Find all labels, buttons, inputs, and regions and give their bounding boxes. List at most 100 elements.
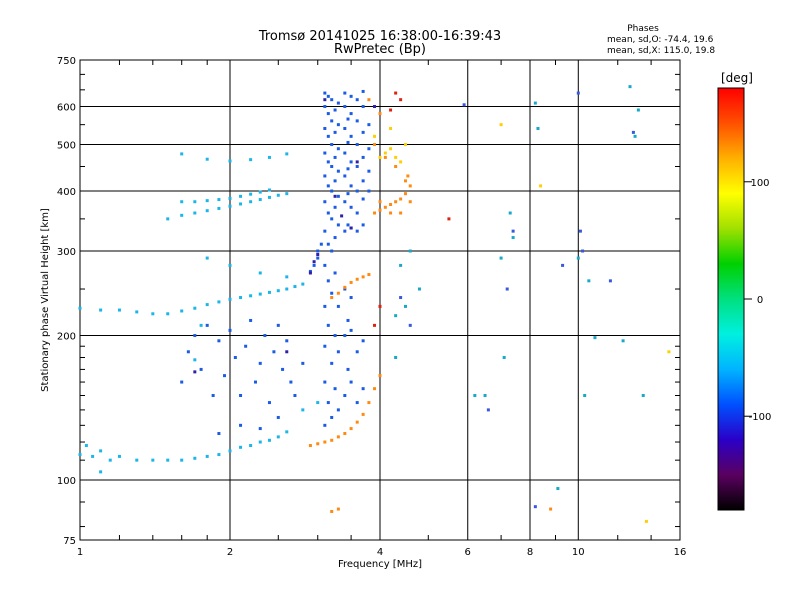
data-point (199, 367, 203, 371)
data-point (367, 123, 371, 127)
data-point (336, 101, 340, 105)
data-point (549, 507, 553, 511)
data-point (403, 143, 407, 147)
data-point (326, 112, 330, 116)
data-point (373, 387, 377, 391)
data-point (228, 328, 232, 332)
data-point (293, 394, 297, 398)
data-point (330, 291, 334, 295)
data-point (408, 249, 412, 253)
data-point (99, 470, 103, 474)
data-point (349, 380, 353, 384)
data-point (239, 394, 243, 398)
data-point (389, 211, 393, 215)
data-point (333, 194, 337, 198)
data-point (330, 296, 334, 300)
data-point (636, 108, 640, 112)
data-point (336, 147, 340, 151)
data-point (483, 394, 487, 398)
data-point (349, 184, 353, 188)
data-point (135, 310, 139, 314)
data-point (301, 361, 305, 365)
data-point (499, 256, 503, 260)
data-point (346, 318, 350, 322)
data-point (330, 438, 334, 442)
data-point (576, 91, 580, 95)
data-point (205, 256, 209, 260)
x-tick-label: 10 (572, 547, 585, 558)
data-point (378, 112, 382, 116)
data-point (378, 374, 382, 378)
data-point (267, 188, 271, 192)
x-tick-labels: 1 2 4 6 8 10 16 (77, 547, 687, 558)
data-point (239, 445, 243, 449)
data-point (285, 152, 289, 156)
data-point (326, 323, 330, 327)
data-point (355, 401, 359, 405)
data-point (333, 179, 337, 183)
y-axis-label: Stationary phase Virtual Height [km] (40, 208, 51, 392)
data-point (323, 91, 327, 95)
data-point (355, 164, 359, 168)
data-point (583, 394, 587, 398)
data-point (361, 412, 365, 416)
data-point (180, 309, 184, 313)
data-point (499, 123, 503, 127)
data-point (267, 195, 271, 199)
data-point (403, 179, 407, 183)
data-point (389, 108, 393, 112)
data-point (355, 229, 359, 233)
data-point (486, 408, 490, 412)
data-point (336, 350, 340, 354)
data-point (330, 415, 334, 419)
data-point (166, 312, 170, 316)
x-tick-label: 16 (674, 547, 687, 558)
data-point (336, 408, 340, 412)
data-point (373, 143, 377, 147)
data-point (253, 380, 257, 384)
colorbar-label: [deg] (721, 71, 753, 85)
data-point (349, 205, 353, 209)
data-point (333, 334, 337, 338)
data-point (330, 164, 334, 168)
data-point (180, 213, 184, 217)
minor-ticks (80, 60, 680, 540)
data-point (205, 199, 209, 203)
data-point (308, 444, 312, 448)
data-point (323, 304, 327, 308)
data-point (258, 292, 262, 296)
data-point (319, 242, 323, 246)
data-point (117, 454, 121, 458)
data-point (308, 271, 312, 275)
data-point (633, 134, 637, 138)
data-point (355, 211, 359, 215)
y-tick-label: 500 (57, 141, 76, 152)
data-point (399, 211, 403, 215)
data-point (228, 297, 232, 301)
data-point (373, 134, 377, 138)
data-point (135, 458, 139, 462)
data-point (205, 454, 209, 458)
data-point (408, 323, 412, 327)
data-point (367, 273, 371, 277)
data-point (316, 253, 320, 257)
data-point (556, 487, 560, 491)
data-point (180, 380, 184, 384)
data-point (323, 229, 327, 233)
data-point (330, 217, 334, 221)
data-point (394, 355, 398, 359)
data-point (333, 205, 337, 209)
data-point (349, 226, 353, 230)
data-point (258, 190, 262, 194)
data-point (378, 304, 382, 308)
data-point (276, 193, 280, 197)
data-point (355, 420, 359, 424)
data-point (301, 408, 305, 412)
data-point (349, 112, 353, 116)
data-point (330, 98, 334, 102)
data-point (323, 380, 327, 384)
data-point (336, 304, 340, 308)
data-point (323, 200, 327, 204)
data-point (301, 282, 305, 286)
data-point (333, 130, 337, 134)
